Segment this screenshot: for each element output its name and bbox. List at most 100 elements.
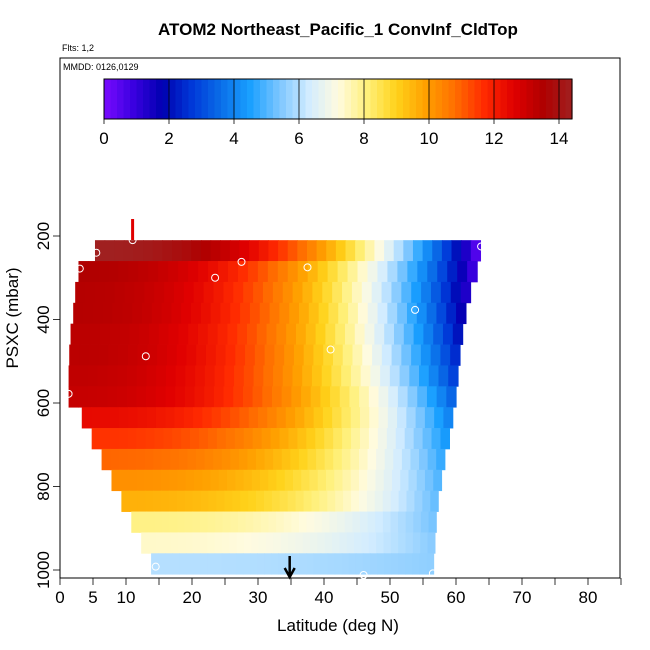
- heatmap-cell: [292, 553, 300, 575]
- colorbar-segment: [117, 79, 125, 119]
- heatmap-cell: [284, 344, 295, 366]
- heatmap-cell: [184, 511, 193, 533]
- heatmap-cell: [350, 469, 360, 492]
- heatmap-cell: [342, 428, 352, 450]
- heatmap-cell: [243, 428, 254, 450]
- heatmap-cell: [357, 261, 369, 283]
- heatmap-cell: [388, 386, 399, 408]
- heatmap-cell: [227, 323, 238, 345]
- heatmap-cell: [176, 344, 188, 366]
- heatmap-cell: [397, 407, 407, 429]
- colorbar-segment: [149, 79, 157, 119]
- colorbar-segment: [273, 79, 281, 119]
- heatmap-cell: [156, 365, 167, 387]
- heatmap-cell: [160, 469, 170, 492]
- heatmap-cell: [342, 344, 354, 366]
- heatmap-cell: [168, 490, 178, 512]
- heatmap-cell: [162, 240, 173, 262]
- heatmap-cell: [263, 490, 273, 512]
- heatmap-cell: [88, 261, 100, 283]
- heatmap-cell: [411, 281, 422, 304]
- heatmap-cell: [185, 532, 194, 554]
- heatmap-cell: [408, 469, 418, 492]
- heatmap-cell: [230, 302, 241, 325]
- x-tick-label: 20: [183, 588, 202, 607]
- heatmap-cell: [158, 261, 169, 283]
- colorbar-segment: [130, 79, 138, 119]
- heatmap-cell: [384, 323, 395, 345]
- heatmap-cell: [419, 448, 429, 471]
- heatmap-cell: [249, 240, 260, 262]
- heatmap-cell: [406, 407, 417, 429]
- heatmap-cell: [417, 386, 428, 408]
- heatmap-cell: [178, 323, 189, 345]
- heatmap-cell: [381, 281, 393, 304]
- heatmap-cell: [188, 323, 199, 345]
- heatmap-cell: [329, 511, 338, 533]
- heatmap-cell: [214, 553, 223, 575]
- heatmap-cell: [410, 448, 420, 471]
- observation-points: [64, 236, 486, 580]
- heatmap-cell: [267, 261, 279, 283]
- heatmap-cell: [109, 428, 120, 450]
- heatmap-cell: [164, 281, 175, 304]
- heatmap-cell: [165, 386, 176, 408]
- heatmap-cell: [427, 448, 437, 471]
- heatmap-cell: [129, 490, 138, 512]
- heatmap-cell: [175, 386, 186, 408]
- heatmap-cell: [91, 407, 101, 429]
- heatmap-cell: [279, 428, 290, 450]
- heatmap-cell: [389, 365, 401, 387]
- heatmap-cell: [245, 511, 254, 533]
- heatmap-cell: [452, 323, 464, 345]
- heatmap-cell: [349, 386, 360, 408]
- heatmap-cell: [238, 511, 247, 533]
- heatmap-cell: [146, 386, 157, 408]
- heatmap-cell: [223, 281, 234, 304]
- heatmap-cell: [145, 428, 155, 450]
- heatmap-cell: [85, 281, 96, 304]
- heatmap-cell: [306, 553, 315, 575]
- heatmap-cell: [111, 469, 121, 492]
- heatmap-cell: [423, 323, 434, 345]
- heatmap-cell: [268, 511, 277, 533]
- heatmap-cell: [97, 365, 109, 387]
- x-tick-label: 70: [513, 588, 532, 607]
- heatmap-cell: [193, 553, 202, 575]
- heatmap-cell: [292, 365, 303, 387]
- heatmap-cell: [292, 281, 304, 304]
- dates-label: MMDD: 0126,0129: [63, 62, 139, 72]
- x-tick-label: 60: [447, 588, 466, 607]
- heatmap-cell: [264, 344, 275, 366]
- heatmap-cell: [148, 323, 160, 345]
- colorbar-segment: [364, 79, 372, 119]
- heatmap-cell: [204, 365, 216, 387]
- heatmap-cell: [398, 511, 407, 533]
- heatmap-cell: [224, 365, 235, 387]
- heatmap-cell: [297, 261, 309, 283]
- heatmap-cell: [185, 469, 195, 492]
- heatmap-cell: [295, 407, 305, 429]
- heatmap-cell: [290, 448, 300, 471]
- heatmap-cell: [68, 365, 79, 387]
- heatmap-cell: [440, 281, 452, 304]
- heatmap-cell: [152, 469, 162, 492]
- heatmap-cell: [292, 469, 302, 492]
- heatmap-cell: [161, 511, 170, 533]
- heatmap-cell: [257, 407, 268, 429]
- heatmap-cell: [81, 407, 92, 429]
- heatmap-cell: [256, 490, 265, 512]
- heatmap-cell: [107, 365, 118, 387]
- colorbar-segment: [390, 79, 398, 119]
- heatmap-cell: [301, 386, 312, 408]
- heatmap-cell: [350, 407, 361, 429]
- heatmap-cell: [397, 261, 408, 283]
- heatmap-cell: [223, 386, 234, 408]
- colorbar-tick-label: 2: [164, 129, 173, 148]
- colorbar-segment: [344, 79, 352, 119]
- heatmap-cell: [144, 281, 155, 304]
- heatmap-cell: [170, 448, 180, 471]
- x-tick-label: 10: [117, 588, 136, 607]
- heatmap-cell: [165, 407, 176, 429]
